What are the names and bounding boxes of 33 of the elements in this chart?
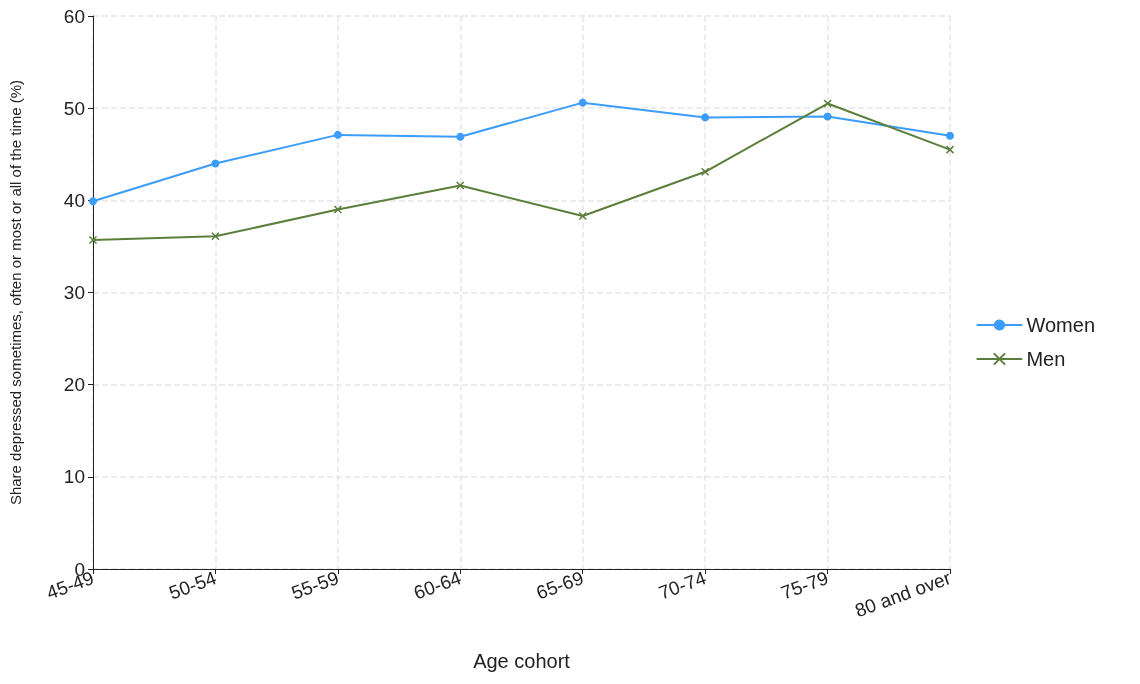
y-tick-label: 30 bbox=[63, 282, 85, 303]
x-tick-label: 60-64 bbox=[411, 566, 465, 604]
y-axis-title: Share depressed sometimes, often or most or all of the time (%) bbox=[7, 79, 24, 506]
legend-label: Women bbox=[1026, 314, 1095, 336]
point bbox=[88, 235, 98, 245]
x-tick-label: 75-79 bbox=[778, 567, 832, 604]
point bbox=[333, 130, 342, 139]
x-tick-label: 80 and over bbox=[852, 566, 955, 622]
legend-label: Men bbox=[1026, 348, 1066, 370]
point bbox=[700, 167, 710, 177]
y-tick-label: 60 bbox=[63, 5, 85, 27]
point bbox=[578, 211, 587, 221]
point bbox=[578, 98, 587, 107]
y-tick-label: 10 bbox=[63, 466, 85, 488]
point bbox=[333, 205, 343, 214]
y-tick-label: 20 bbox=[63, 374, 85, 396]
point bbox=[89, 197, 97, 206]
point bbox=[945, 145, 955, 154]
y-tick-label: 40 bbox=[63, 189, 85, 211]
point bbox=[456, 132, 465, 141]
point bbox=[211, 159, 220, 168]
point bbox=[456, 181, 465, 190]
point bbox=[701, 113, 710, 122]
x-axis-title: Age cohort bbox=[473, 650, 571, 672]
point bbox=[823, 99, 832, 108]
point bbox=[946, 131, 954, 140]
x-tick-label: 55-59 bbox=[288, 567, 342, 604]
y-tick-label: 50 bbox=[63, 97, 85, 119]
x-tick-label: 65-69 bbox=[533, 567, 587, 604]
x-tick-label: 50-54 bbox=[166, 566, 220, 604]
point bbox=[211, 232, 220, 241]
x-tick-label: 70-74 bbox=[655, 566, 710, 604]
point bbox=[823, 112, 832, 121]
